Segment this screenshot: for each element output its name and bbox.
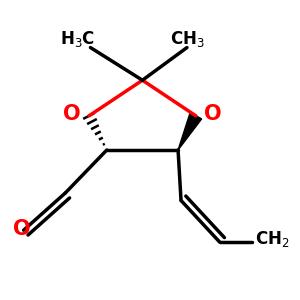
- Polygon shape: [178, 113, 202, 150]
- Text: O: O: [63, 104, 81, 124]
- Text: H$_3$C: H$_3$C: [59, 29, 95, 49]
- Text: CH$_3$: CH$_3$: [169, 29, 204, 49]
- Text: O: O: [204, 104, 222, 124]
- Text: CH$_2$: CH$_2$: [255, 229, 290, 249]
- Text: O: O: [14, 219, 31, 239]
